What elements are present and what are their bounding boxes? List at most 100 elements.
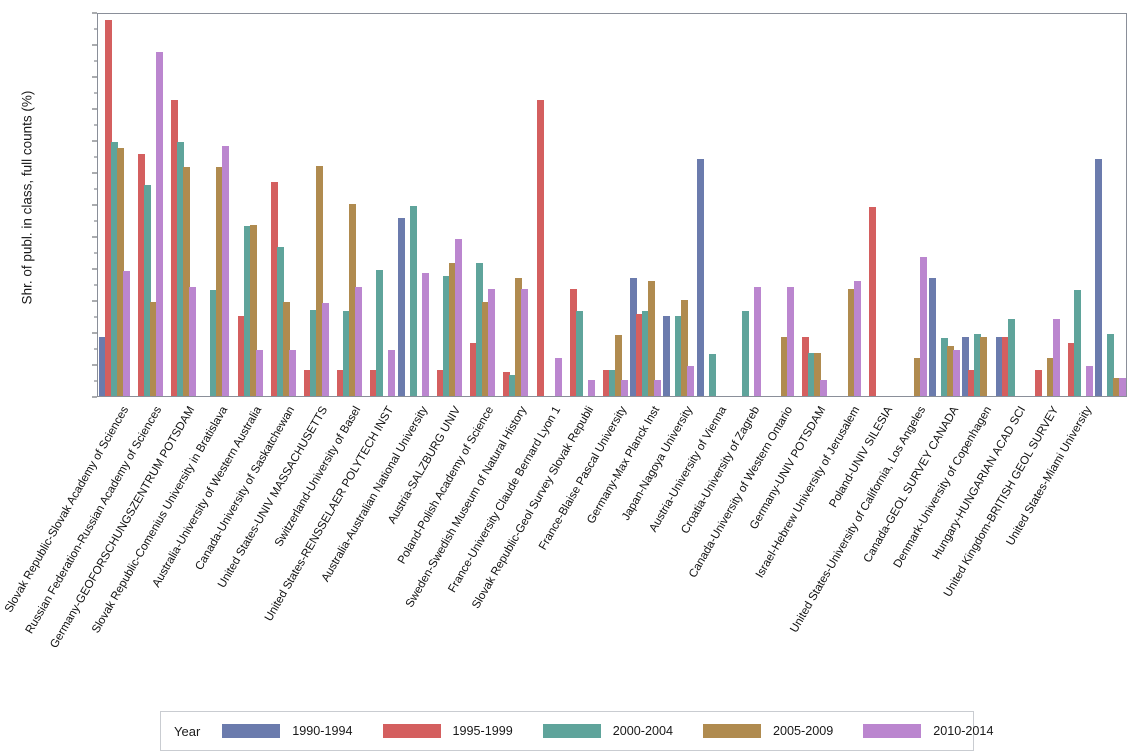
legend-item[interactable]: 2000-2004	[542, 724, 673, 738]
bar	[355, 287, 363, 396]
y-tick-minor	[94, 252, 97, 254]
y-tick-mark	[92, 300, 97, 302]
bar	[397, 218, 405, 396]
bar-group	[1028, 14, 1061, 396]
bar	[210, 290, 218, 396]
bar	[687, 365, 695, 396]
bar	[853, 280, 861, 396]
legend-label: 2000-2004	[612, 724, 673, 738]
y-tick-mark	[92, 12, 97, 14]
bar	[288, 349, 296, 396]
bar-group	[929, 14, 962, 396]
bar-group	[364, 14, 397, 396]
bar	[808, 352, 816, 396]
bar	[974, 333, 982, 396]
bar	[636, 314, 644, 396]
legend-label: 1995-1999	[452, 724, 513, 738]
bar	[995, 336, 1003, 396]
legend-item[interactable]: 2010-2014	[863, 724, 993, 738]
legend-item[interactable]: 1995-1999	[382, 724, 513, 738]
bar	[587, 380, 595, 396]
y-tick-mark	[92, 364, 97, 366]
bar	[696, 159, 704, 396]
bar-group	[530, 14, 563, 396]
bar	[237, 316, 245, 396]
bar	[1095, 159, 1103, 396]
bar	[370, 370, 378, 396]
bar	[1052, 319, 1060, 396]
y-axis-title: Shr. of publ. in class, full counts (%)	[19, 90, 35, 305]
bar	[569, 288, 577, 396]
bar	[482, 301, 490, 396]
legend-item[interactable]: 1990-1994	[222, 724, 353, 738]
bar	[1046, 357, 1054, 396]
bar	[309, 309, 317, 396]
bar	[663, 316, 671, 396]
bar-group	[397, 14, 430, 396]
bar	[708, 354, 716, 396]
y-tick-minor	[94, 60, 97, 62]
legend-label: 1990-1994	[292, 724, 353, 738]
legend-item[interactable]: 2005-2009	[702, 724, 833, 738]
bar	[149, 301, 157, 396]
x-tick-label: Russian Federation-Russian Academy of Sc…	[22, 404, 165, 636]
bar-group	[331, 14, 364, 396]
bar-group	[596, 14, 629, 396]
bar	[648, 280, 656, 396]
bar	[929, 277, 937, 396]
bar-group	[763, 14, 796, 396]
bar	[868, 207, 876, 396]
legend-swatch	[542, 724, 601, 738]
bar	[509, 375, 517, 396]
bar	[376, 269, 384, 396]
bar	[222, 146, 230, 396]
bar	[642, 311, 650, 396]
bar	[243, 226, 251, 396]
bar	[847, 288, 855, 396]
bar	[388, 349, 396, 396]
y-tick-mark	[92, 236, 97, 238]
bar	[470, 343, 478, 396]
bar	[814, 352, 822, 396]
bar	[104, 20, 112, 396]
bar	[255, 349, 263, 396]
bar	[1074, 290, 1082, 396]
bar	[1113, 378, 1121, 396]
bar-group	[862, 14, 895, 396]
bar	[343, 311, 351, 396]
bar-group	[98, 14, 131, 396]
y-tick-minor	[94, 156, 97, 158]
bar	[608, 370, 616, 396]
bar	[575, 311, 583, 396]
bar	[122, 271, 130, 396]
bar-group	[463, 14, 496, 396]
bar	[630, 277, 638, 396]
y-tick-mark	[92, 396, 97, 398]
bar	[476, 263, 484, 396]
bar	[503, 372, 511, 396]
bar	[820, 380, 828, 396]
bar-group	[497, 14, 530, 396]
bar	[536, 100, 544, 396]
bar	[436, 370, 444, 396]
bar	[968, 370, 976, 396]
bar	[216, 167, 224, 396]
bar	[110, 141, 118, 396]
bar	[753, 287, 761, 396]
bar-group	[231, 14, 264, 396]
y-tick-mark	[92, 268, 97, 270]
bar	[947, 346, 955, 396]
bar-group	[796, 14, 829, 396]
bar	[941, 338, 949, 396]
x-tick-label: Germany-GEOFORSCHUNGSZENTRUM POTSDAM	[47, 404, 198, 651]
plot-area	[97, 13, 1127, 397]
bar-group	[198, 14, 231, 396]
bar	[421, 272, 429, 396]
bar-group	[164, 14, 197, 396]
y-tick-mark	[92, 44, 97, 46]
bar	[282, 301, 290, 396]
bar	[980, 336, 988, 396]
legend: Year 1990-1994 1995-1999 2000-2004 2005-200…	[160, 711, 993, 751]
y-tick-mark	[92, 332, 97, 334]
bar	[1001, 336, 1009, 396]
